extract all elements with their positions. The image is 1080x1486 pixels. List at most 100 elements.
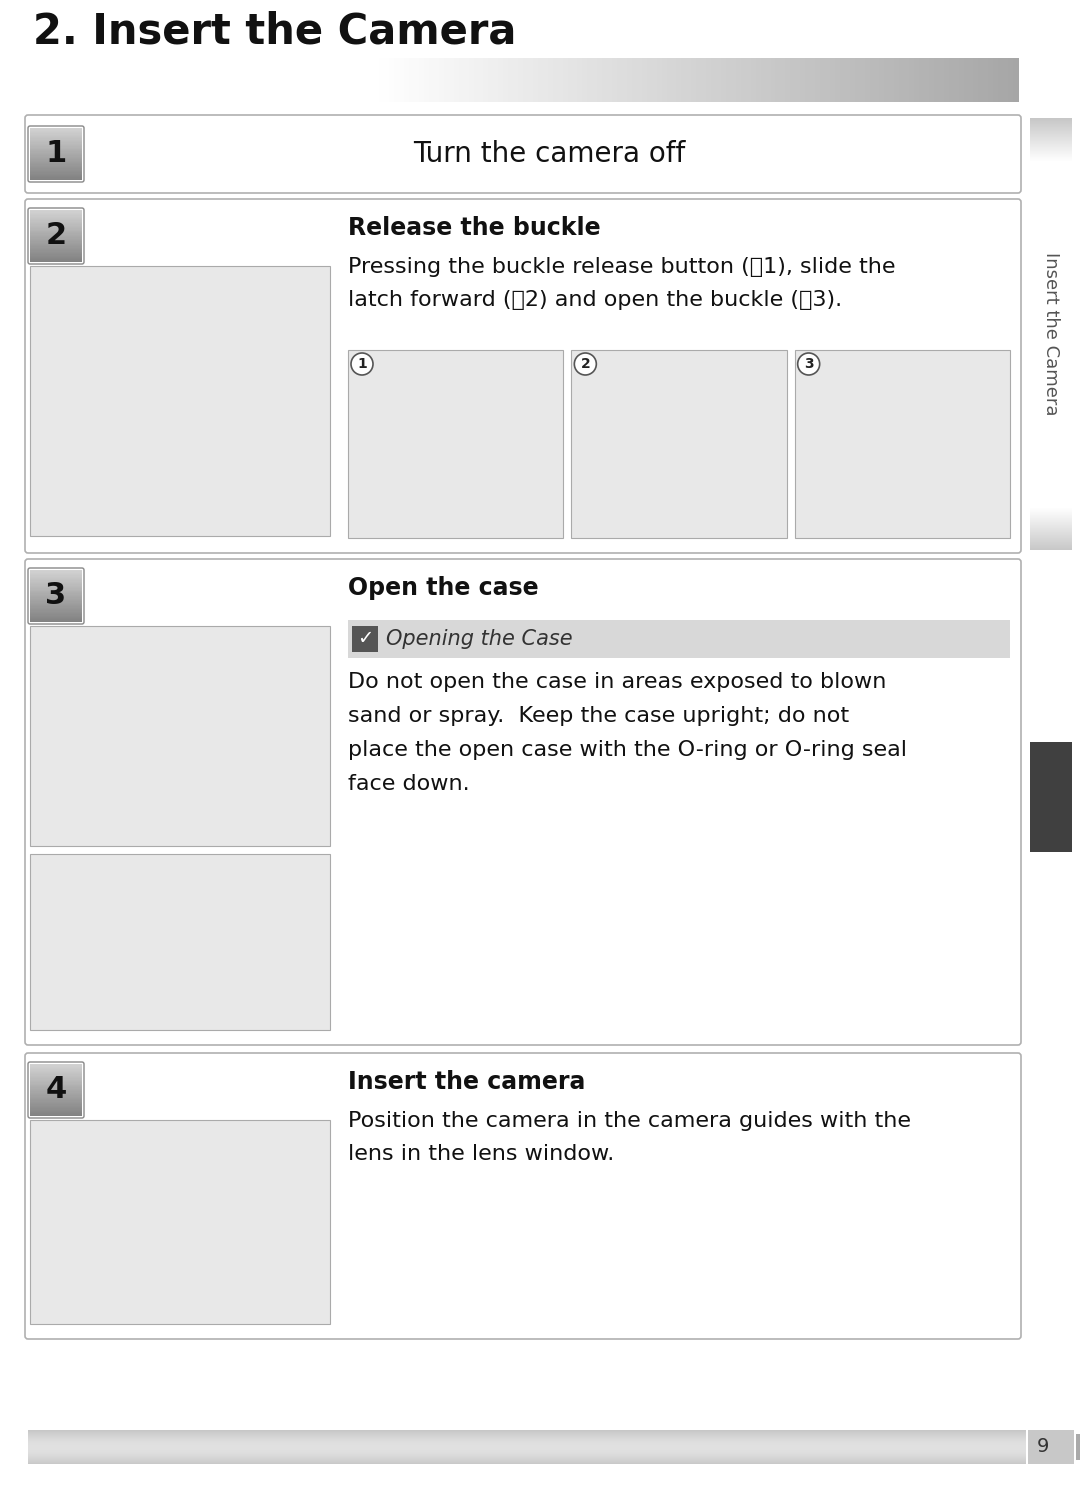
Bar [791, 58, 796, 103]
Bar [424, 58, 430, 103]
Bar [854, 58, 861, 103]
FancyBboxPatch shape [25, 199, 1021, 553]
Text: 3: 3 [804, 357, 813, 372]
Bar [438, 58, 445, 103]
Bar [687, 58, 692, 103]
Bar [306, 58, 311, 103]
Bar [330, 58, 336, 103]
Bar [588, 58, 593, 103]
Bar [651, 58, 658, 103]
Text: 2: 2 [580, 357, 590, 372]
Bar [603, 58, 608, 103]
Bar [191, 58, 198, 103]
Bar [637, 58, 643, 103]
Bar [885, 58, 890, 103]
Bar [375, 58, 380, 103]
Bar [152, 58, 158, 103]
Bar [810, 58, 816, 103]
Text: 1: 1 [45, 140, 67, 168]
Bar [241, 58, 247, 103]
Bar [266, 58, 271, 103]
Bar [509, 58, 514, 103]
Bar [444, 58, 449, 103]
Bar [672, 58, 677, 103]
Bar [944, 58, 949, 103]
Bar [706, 58, 712, 103]
Bar [662, 58, 667, 103]
Bar [350, 58, 355, 103]
Bar [924, 58, 930, 103]
Text: 2. Insert the Camera: 2. Insert the Camera [33, 10, 516, 52]
Bar [206, 58, 212, 103]
Bar [137, 58, 143, 103]
Bar [275, 58, 282, 103]
Bar [860, 58, 865, 103]
Text: 1: 1 [357, 357, 367, 372]
Text: sand or spray.  Keep the case upright; do not: sand or spray. Keep the case upright; do… [348, 706, 849, 727]
FancyBboxPatch shape [25, 1054, 1021, 1339]
Bar [365, 58, 370, 103]
Bar [829, 58, 836, 103]
Bar [697, 58, 702, 103]
Bar [231, 58, 237, 103]
Bar [781, 58, 786, 103]
Text: ✓: ✓ [356, 630, 374, 648]
Bar [348, 620, 1010, 658]
Bar [172, 58, 177, 103]
Bar [93, 58, 98, 103]
Bar [785, 58, 792, 103]
Bar [449, 58, 455, 103]
Bar [701, 58, 707, 103]
Bar [865, 58, 870, 103]
Bar [197, 58, 202, 103]
Bar [345, 58, 351, 103]
Bar [632, 58, 638, 103]
Bar [216, 58, 222, 103]
Bar [473, 58, 480, 103]
Bar [390, 58, 395, 103]
FancyBboxPatch shape [25, 114, 1021, 193]
Bar [352, 626, 378, 652]
Bar [523, 58, 529, 103]
Bar [404, 58, 410, 103]
Bar [711, 58, 717, 103]
Bar [429, 58, 435, 103]
Text: Do not open the case in areas exposed to blown: Do not open the case in areas exposed to… [348, 672, 887, 692]
Bar [900, 58, 905, 103]
Bar [310, 58, 316, 103]
Bar [43, 58, 49, 103]
Text: Release the buckle: Release the buckle [348, 215, 600, 241]
Bar [30, 266, 330, 536]
Bar [394, 58, 401, 103]
Bar [498, 58, 504, 103]
Text: 4: 4 [45, 1076, 67, 1104]
Bar [256, 58, 261, 103]
Bar [850, 58, 855, 103]
Bar [478, 58, 485, 103]
Bar [271, 58, 276, 103]
Bar [30, 854, 330, 1030]
Bar [384, 58, 390, 103]
Bar [212, 58, 217, 103]
FancyBboxPatch shape [25, 559, 1021, 1045]
Bar [285, 58, 292, 103]
Bar [1030, 742, 1072, 851]
Circle shape [575, 354, 596, 374]
Bar [973, 58, 980, 103]
Bar [107, 58, 113, 103]
Bar [538, 58, 544, 103]
Bar [612, 58, 618, 103]
Bar [400, 58, 405, 103]
Bar [281, 58, 286, 103]
Bar [894, 58, 901, 103]
Text: Turn the camera off: Turn the camera off [413, 140, 685, 168]
Bar [503, 58, 509, 103]
Text: Position the camera in the camera guides with the: Position the camera in the camera guides… [348, 1112, 912, 1131]
Bar [409, 58, 415, 103]
Bar [627, 58, 633, 103]
Bar [716, 58, 723, 103]
Bar [122, 58, 129, 103]
Bar [82, 58, 89, 103]
Bar [112, 58, 118, 103]
Bar [141, 58, 148, 103]
